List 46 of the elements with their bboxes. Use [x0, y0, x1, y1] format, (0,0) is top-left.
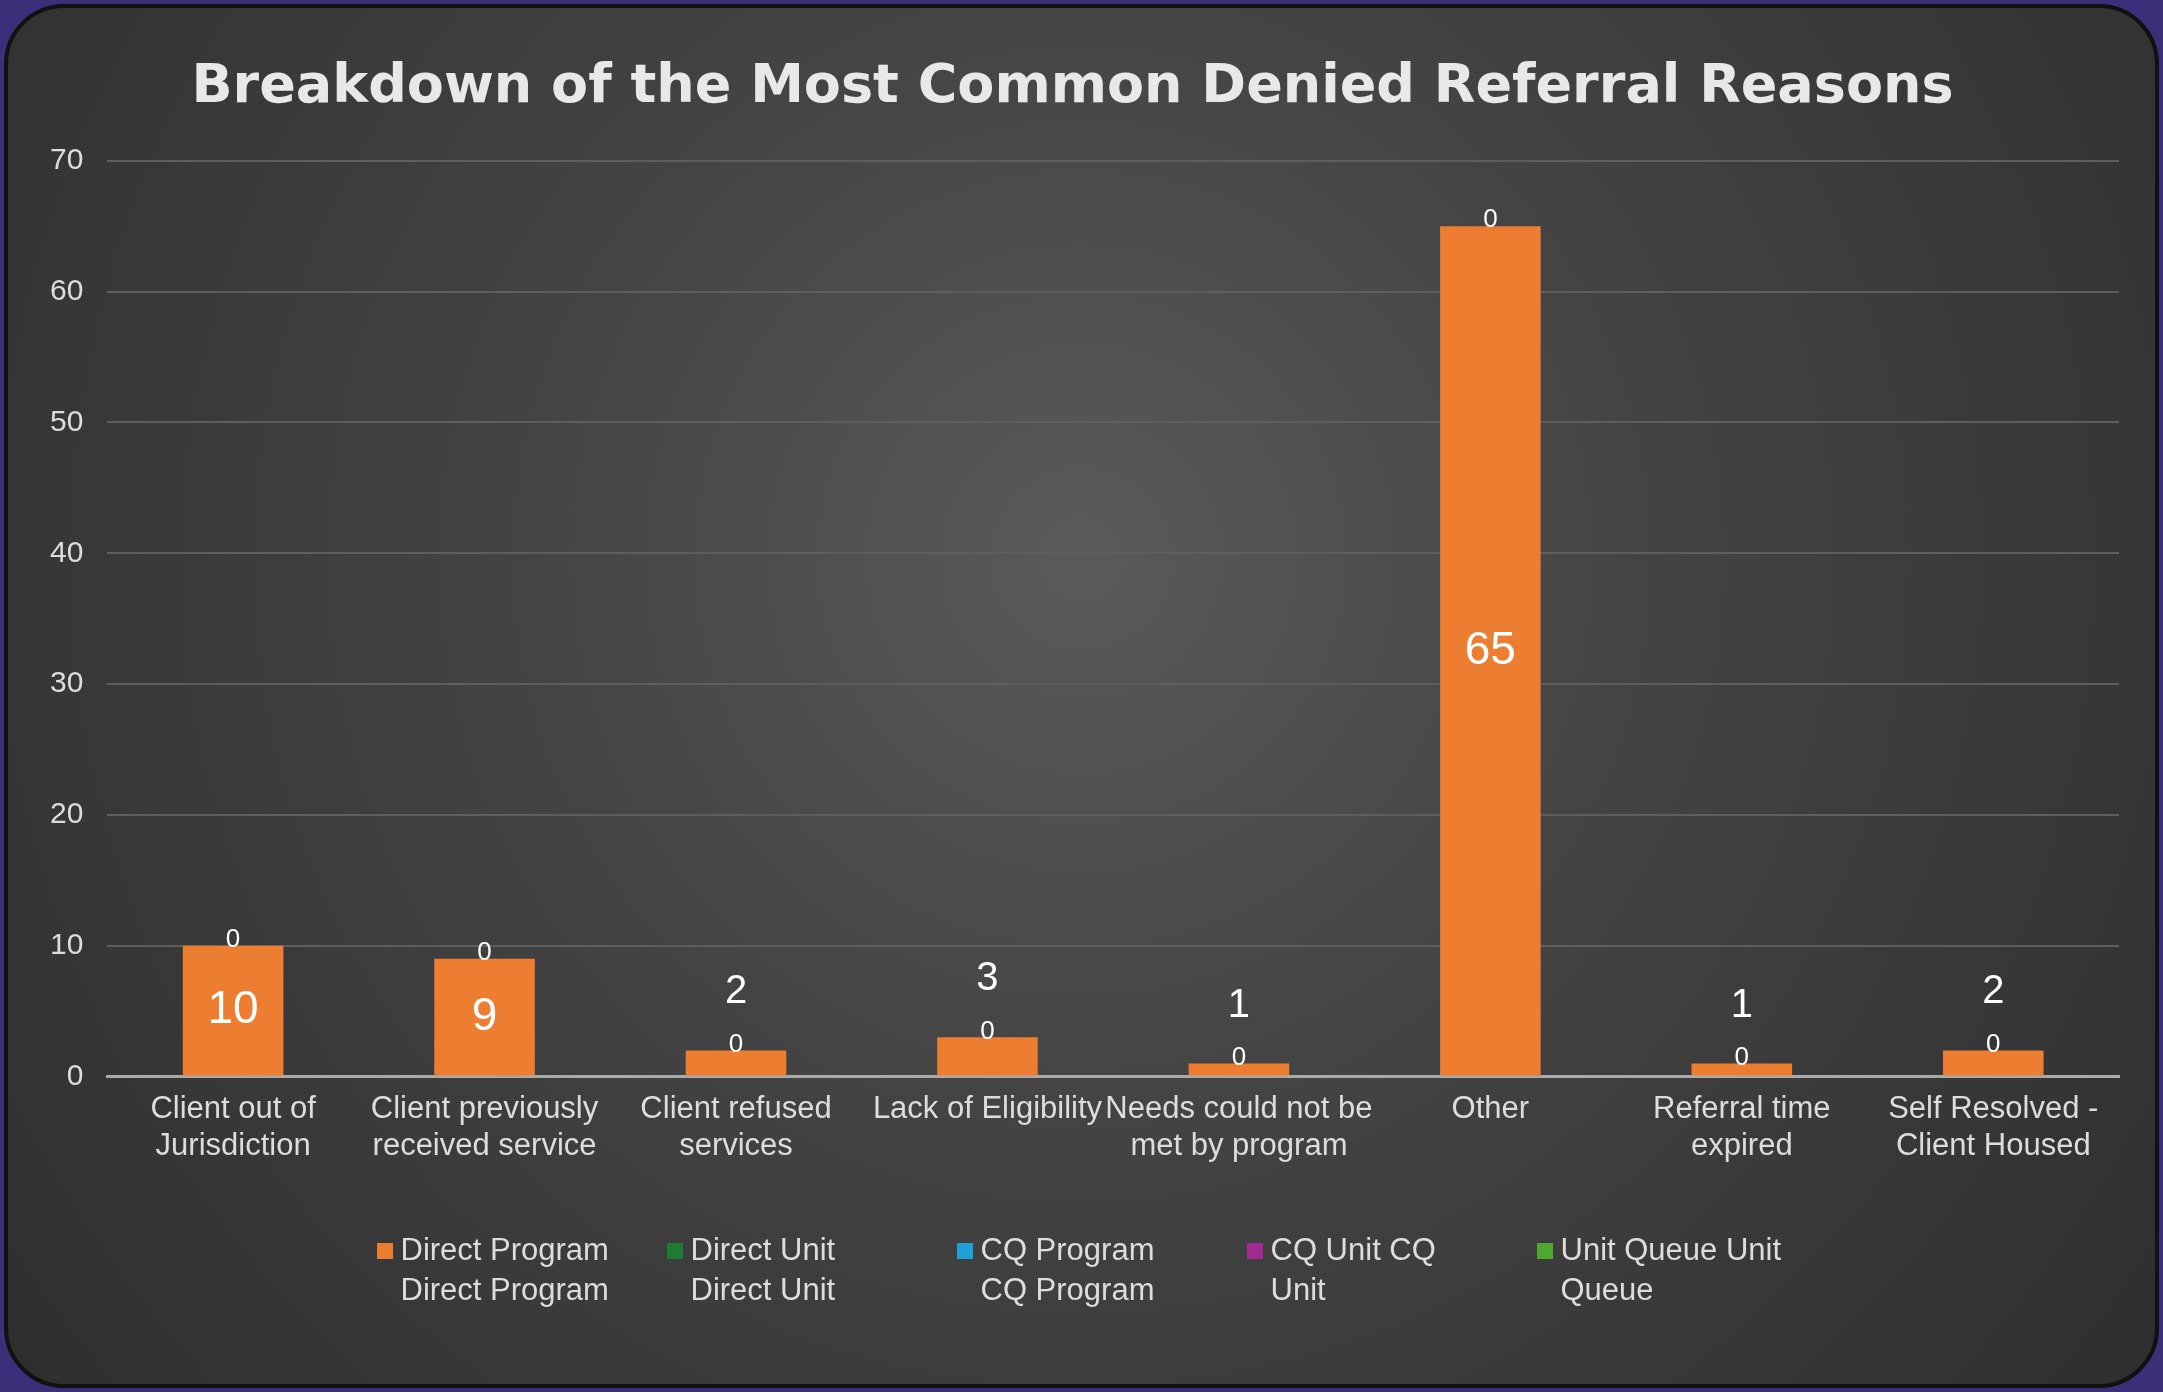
data-label: 0 — [1483, 203, 1498, 234]
data-label: 0 — [477, 936, 492, 967]
x-tick-label: Client previously received service — [370, 1089, 599, 1162]
y-tick-label: 50 — [49, 403, 84, 437]
data-label: 0 — [225, 922, 241, 953]
y-tick-label: 0 — [66, 1057, 84, 1091]
y-tick-label: 70 — [49, 142, 84, 176]
legend-label: Direct Unit Direct Unit — [690, 1231, 837, 1309]
y-tick-label: 10 — [49, 927, 84, 961]
data-label: 0 — [728, 1027, 744, 1058]
data-label: 9 — [471, 987, 498, 1040]
legend-label: Direct Program Direct Program — [400, 1231, 610, 1309]
x-tick-label: Lack of Eligibility — [872, 1089, 1103, 1125]
data-label: 0 — [980, 1014, 995, 1045]
x-tick-label: Referral time expired — [1653, 1089, 1831, 1162]
legend-label: CQ Unit CQ Unit — [1270, 1231, 1437, 1309]
data-label: 0 — [1734, 1040, 1750, 1071]
y-tick-label: 40 — [49, 534, 84, 568]
x-tick-label: Self Resolved - Client Housed — [1888, 1089, 2099, 1162]
data-label: 0 — [1231, 1040, 1247, 1071]
data-label: 3 — [976, 954, 999, 999]
y-tick-label: 20 — [49, 796, 84, 830]
chart-title: Breakdown of the Most Common Denied Referral Reasons — [191, 52, 1954, 116]
bar — [1691, 1063, 1793, 1076]
bar — [1188, 1063, 1290, 1076]
data-label: 1 — [1730, 980, 1753, 1025]
data-label: 0 — [1986, 1027, 2001, 1058]
data-label: 1 — [1227, 980, 1251, 1025]
data-label: 65 — [1464, 621, 1516, 674]
y-tick-label: 60 — [49, 272, 84, 306]
x-tick-label: Needs could not be met by program — [1105, 1089, 1373, 1162]
data-label: 2 — [724, 967, 748, 1012]
y-tick-label: 30 — [49, 665, 84, 699]
bar — [685, 1050, 787, 1076]
legend-label: Unit Queue Unit Queue — [1560, 1231, 1783, 1309]
bar — [182, 945, 284, 1076]
x-tick-label: Other — [1451, 1089, 1530, 1125]
x-tick-label: Client refused services — [640, 1089, 832, 1162]
bar — [937, 1037, 1038, 1076]
x-tick-label: Client out of Jurisdiction — [150, 1089, 317, 1162]
data-label: 2 — [1982, 967, 2005, 1012]
bar — [1440, 226, 1541, 1076]
legend-label: CQ Program CQ Program — [980, 1231, 1156, 1309]
data-label: 10 — [207, 981, 259, 1034]
bar — [434, 958, 535, 1076]
bar — [1942, 1050, 2044, 1076]
